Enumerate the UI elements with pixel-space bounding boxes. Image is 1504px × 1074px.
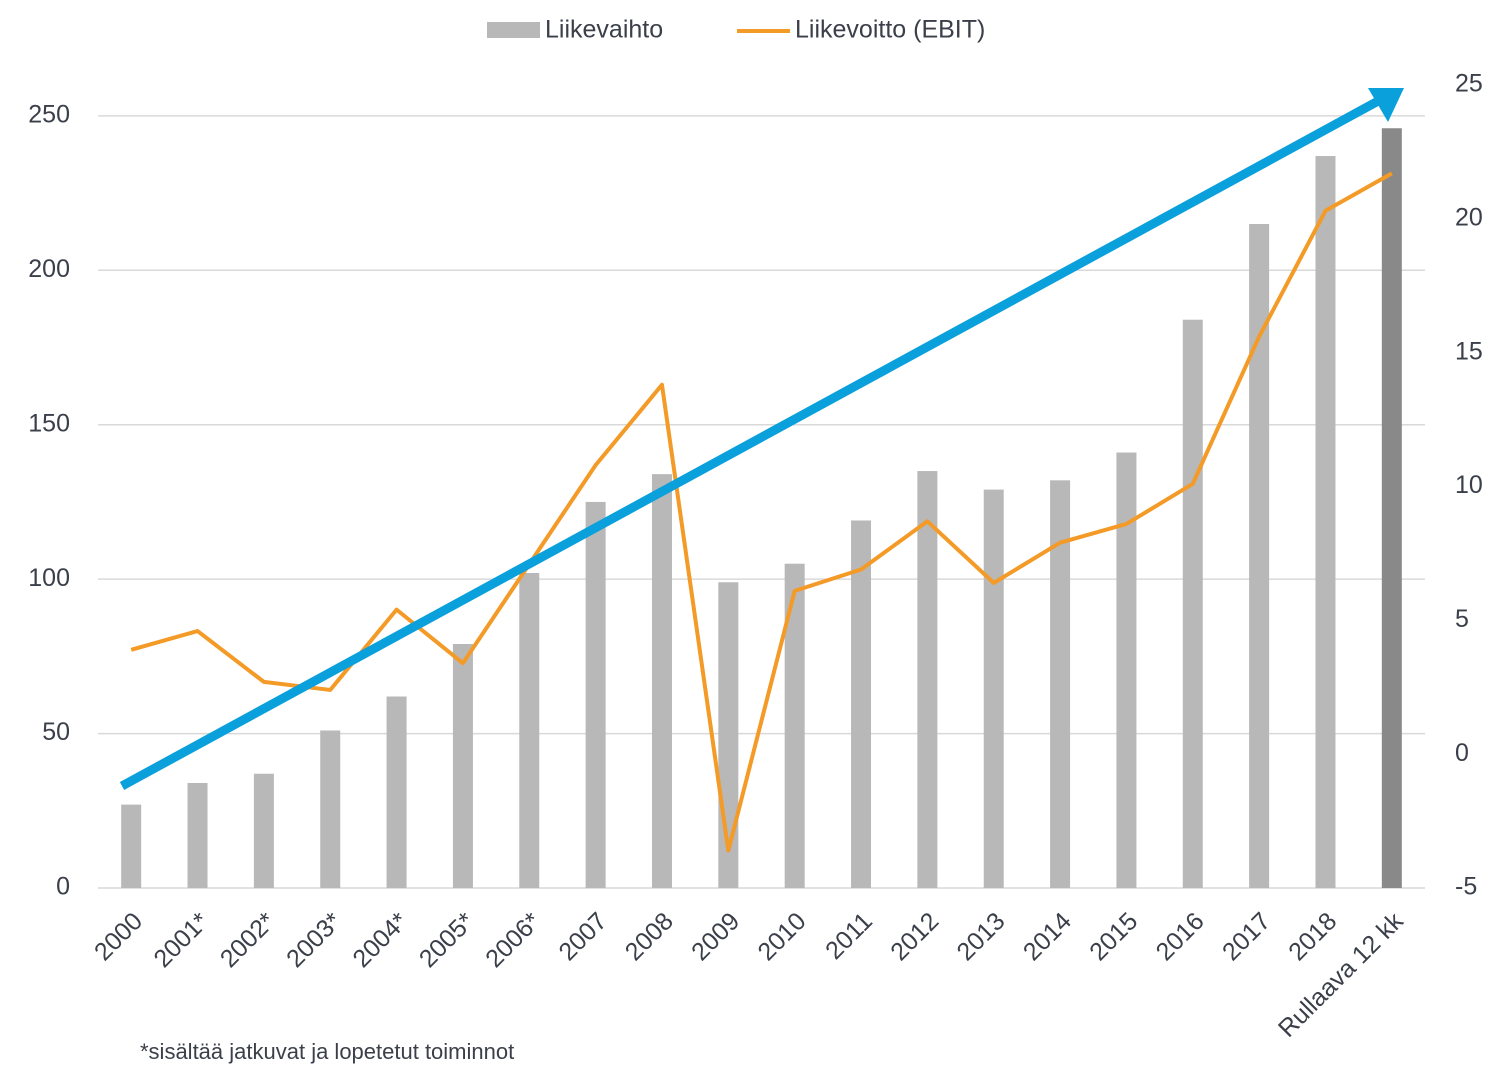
bar — [983, 489, 1004, 888]
bar — [585, 501, 606, 888]
y-tick-label: 50 — [42, 718, 70, 746]
bar — [121, 804, 142, 888]
bar — [851, 520, 872, 888]
x-tick-label: 2012 — [885, 907, 944, 966]
bar — [1050, 480, 1071, 888]
y2-tick-label: -5 — [1455, 873, 1477, 901]
x-tick-label: 2007 — [553, 907, 612, 966]
x-tick-label: 2000 — [89, 907, 148, 966]
x-tick-label: 2015 — [1084, 907, 1143, 966]
x-tick-label: 2006* — [480, 907, 546, 973]
x-tick-label: 2005* — [414, 907, 480, 973]
bar — [1381, 128, 1402, 888]
bar — [651, 474, 672, 888]
x-tick-label: 2002* — [215, 907, 281, 973]
y2-tick-label: 5 — [1455, 605, 1469, 633]
x-tick-label: 2011 — [820, 907, 878, 965]
bar — [386, 696, 407, 888]
y-tick-label: 0 — [56, 873, 70, 901]
y-tick-label: 150 — [28, 409, 70, 437]
y-tick-label: 100 — [28, 564, 70, 592]
bar — [917, 471, 938, 888]
bar — [1182, 319, 1203, 888]
trend-arrow — [119, 96, 1383, 790]
trend-arrowhead — [1368, 88, 1404, 122]
x-tick-label: 2009 — [686, 907, 745, 966]
line — [130, 171, 1393, 853]
y-tick-label: 200 — [28, 255, 70, 283]
x-tick-label: 2016 — [1151, 907, 1210, 966]
bar — [519, 572, 540, 888]
x-tick-label: 2001* — [148, 907, 214, 973]
x-tick-label: 2014 — [1018, 907, 1077, 966]
x-tick-label: 2003* — [281, 907, 347, 973]
y2-tick-label: 15 — [1455, 337, 1483, 365]
bar — [320, 730, 341, 888]
footnote: *sisältää jatkuvat ja lopetetut toiminno… — [140, 1039, 514, 1064]
legend-swatch — [487, 22, 540, 38]
x-tick-label: 2018 — [1283, 907, 1342, 966]
bar — [187, 782, 208, 888]
bar — [253, 773, 274, 888]
bar — [1315, 156, 1336, 889]
x-tick-label: 2004* — [347, 907, 413, 973]
bar — [1249, 223, 1270, 888]
legend-label: Liikevoitto (EBIT) — [795, 16, 985, 44]
y2-tick-label: 0 — [1455, 739, 1469, 767]
y2-tick-label: 10 — [1455, 471, 1483, 499]
x-tick-label: 2010 — [752, 907, 811, 966]
bar — [784, 563, 805, 888]
legend-label: Liikevaihto — [545, 16, 663, 44]
x-tick-label: 2013 — [952, 907, 1011, 966]
bar — [1116, 452, 1137, 888]
y2-tick-label: 20 — [1455, 203, 1483, 231]
bar — [452, 644, 473, 888]
y-tick-label: 250 — [28, 100, 70, 128]
x-tick-label: 2008 — [620, 907, 679, 966]
x-tick-label: 2017 — [1217, 907, 1276, 966]
y2-tick-label: 25 — [1455, 70, 1483, 98]
